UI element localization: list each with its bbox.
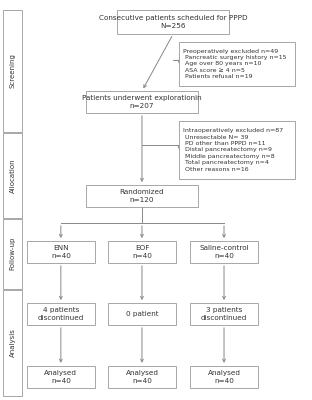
Text: Analysed
n=40: Analysed n=40 xyxy=(44,370,77,384)
FancyBboxPatch shape xyxy=(117,10,229,34)
Text: Patients underwent explorationin
n=207: Patients underwent explorationin n=207 xyxy=(82,95,202,109)
FancyBboxPatch shape xyxy=(190,241,258,263)
Text: Screening: Screening xyxy=(10,54,16,88)
Text: Analysed
n=40: Analysed n=40 xyxy=(207,370,241,384)
FancyBboxPatch shape xyxy=(179,121,295,179)
Text: Saline-control
n=40: Saline-control n=40 xyxy=(199,245,249,259)
Text: Allocation: Allocation xyxy=(10,158,16,193)
Text: Consecutive patients scheduled for PPPD
N=256: Consecutive patients scheduled for PPPD … xyxy=(99,15,247,29)
Text: Follow-up: Follow-up xyxy=(10,237,16,270)
FancyBboxPatch shape xyxy=(179,42,295,86)
Text: Intraoperatively excluded n=87
 Unresectable N= 39
 PD other than PPPD n=11
 Dis: Intraoperatively excluded n=87 Unresecta… xyxy=(183,128,283,172)
Text: 0 patient: 0 patient xyxy=(126,311,158,317)
FancyBboxPatch shape xyxy=(108,303,176,325)
Text: 4 patients
discontinued: 4 patients discontinued xyxy=(38,307,84,321)
FancyBboxPatch shape xyxy=(108,241,176,263)
FancyBboxPatch shape xyxy=(27,241,95,263)
Text: EOF
n=40: EOF n=40 xyxy=(132,245,152,259)
FancyBboxPatch shape xyxy=(27,366,95,388)
FancyBboxPatch shape xyxy=(190,303,258,325)
Text: 3 patients
discontinued: 3 patients discontinued xyxy=(201,307,247,321)
FancyBboxPatch shape xyxy=(190,366,258,388)
FancyBboxPatch shape xyxy=(27,303,95,325)
FancyBboxPatch shape xyxy=(3,133,22,218)
FancyBboxPatch shape xyxy=(3,290,22,396)
Text: Preoperatively excluded n=49
 Pancreatic surgery history n=15
 Age over 80 years: Preoperatively excluded n=49 Pancreatic … xyxy=(183,49,287,79)
FancyBboxPatch shape xyxy=(3,10,22,132)
FancyBboxPatch shape xyxy=(3,219,22,289)
Text: Randomized
n=120: Randomized n=120 xyxy=(119,189,164,203)
FancyBboxPatch shape xyxy=(86,185,198,207)
Text: Analysis: Analysis xyxy=(10,328,16,357)
FancyBboxPatch shape xyxy=(86,91,198,113)
Text: Analysed
n=40: Analysed n=40 xyxy=(125,370,158,384)
FancyBboxPatch shape xyxy=(108,366,176,388)
Text: ENN
n=40: ENN n=40 xyxy=(51,245,71,259)
